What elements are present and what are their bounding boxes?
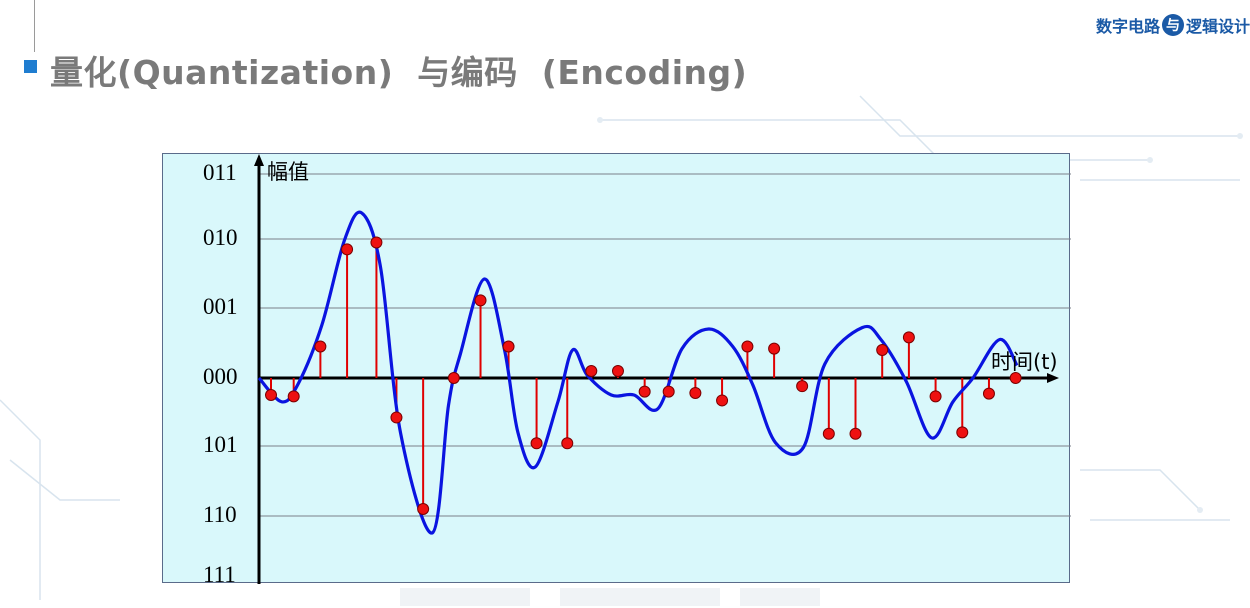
sample-point [447,372,460,384]
sample-point [265,389,278,401]
sample-point [876,344,889,356]
sample-point [370,236,383,249]
logo-mark: 与 [1162,14,1184,36]
y-axis-arrow [254,154,264,166]
sample-point [314,340,327,353]
sample-point [716,394,729,407]
x-axis-title: 时间(t) [991,350,1058,374]
sample-point [902,331,915,344]
sample-point [796,380,809,393]
sample-point [768,342,781,355]
sample-point [611,365,624,377]
y-axis-title: 幅值 [267,160,309,184]
sample-point [585,365,598,377]
header-rule [34,0,35,52]
sample-point [662,385,675,398]
sample-point [982,387,995,400]
y-tick-label: 101 [203,432,238,457]
sample-point [741,340,754,353]
sample-point [1009,372,1022,384]
analog-signal-curve [257,210,1019,535]
chart-plot-area [254,154,1071,584]
y-tick-label: 000 [203,364,238,389]
sample-point [638,385,651,398]
sample-point [561,437,574,450]
sample-point [341,243,354,256]
sample-point [502,340,515,353]
y-tick-label: 011 [203,160,237,185]
logo-right-text: 逻辑设计 [1186,17,1250,36]
y-tick-label: 110 [203,502,237,527]
sample-point [822,427,835,440]
sample-point [849,427,862,440]
y-tick-label: 111 [203,562,236,587]
sample-point [530,437,543,450]
sample-point [956,426,969,439]
sample-point [287,390,300,403]
sample-point [390,411,403,424]
y-tick-label: 001 [203,294,238,319]
logo-left-text: 数字电路 [1096,17,1161,36]
y-tick-label: 010 [203,225,238,250]
sample-point [929,390,942,403]
sample-point [689,386,702,399]
page-title: 量化(Quantization) 与编码 (Encoding) [50,53,748,92]
title-bullet [24,60,37,73]
sample-point [417,503,430,515]
quantization-chart: 011 010 001 000 101 110 111 幅值 时间(t) [162,153,1071,587]
sample-point [474,294,487,307]
course-logo: 数字电路 与 逻辑设计 [1096,12,1250,38]
x-axis-arrow [1047,373,1059,383]
